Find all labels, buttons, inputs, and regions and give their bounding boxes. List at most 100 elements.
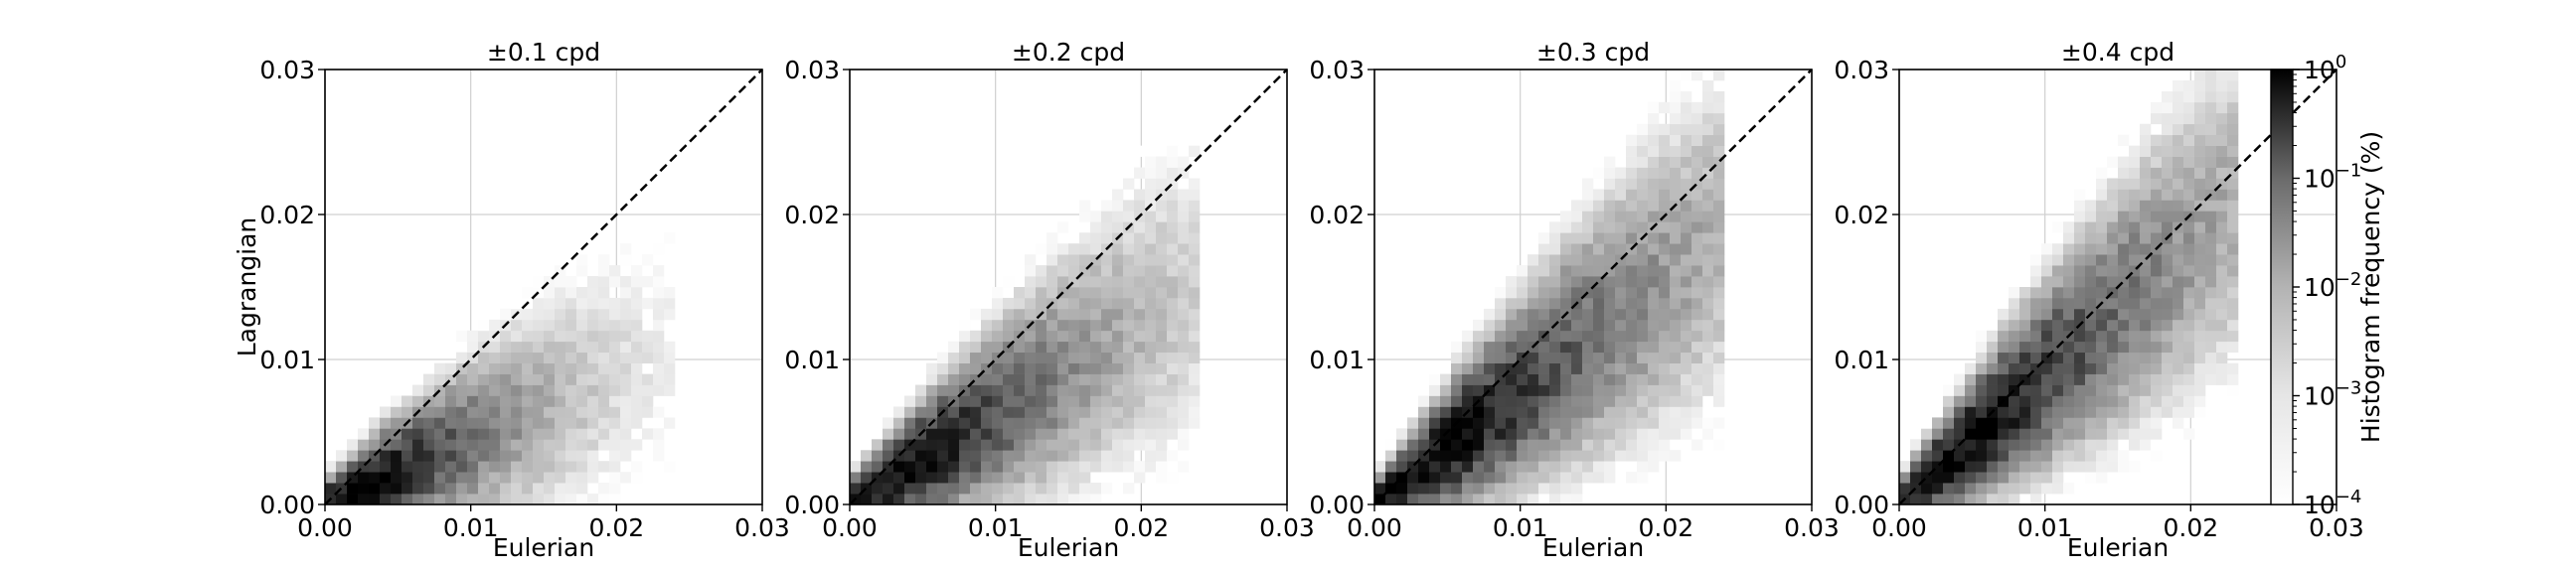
heatmap-cell bbox=[2085, 243, 2097, 255]
heatmap-cell bbox=[1167, 395, 1179, 407]
heatmap-cell bbox=[336, 494, 348, 505]
colorbar-tick-base: 10 bbox=[2304, 382, 2335, 411]
heatmap-cell bbox=[533, 362, 545, 374]
heatmap-cell bbox=[1659, 145, 1671, 157]
heatmap-cell bbox=[1517, 265, 1529, 277]
heatmap-cell bbox=[1702, 373, 1714, 385]
heatmap-cell bbox=[1954, 472, 1966, 484]
heatmap-cell bbox=[1691, 211, 1703, 222]
heatmap-cell bbox=[1145, 450, 1157, 462]
heatmap-cell bbox=[620, 330, 632, 343]
heatmap-cell bbox=[1068, 417, 1080, 429]
heatmap-cell bbox=[1626, 395, 1638, 407]
heatmap-cell bbox=[2173, 362, 2184, 374]
heatmap-cell bbox=[1145, 167, 1157, 179]
heatmap-cell bbox=[1713, 384, 1725, 396]
heatmap-cell bbox=[2118, 330, 2130, 343]
heatmap-cell bbox=[926, 461, 938, 473]
heatmap-cell bbox=[2227, 178, 2239, 190]
heatmap-cell bbox=[1615, 221, 1627, 233]
heatmap-cell bbox=[1462, 384, 1474, 396]
heatmap-cell bbox=[1943, 461, 1955, 473]
heatmap-cell bbox=[2085, 472, 2097, 484]
heatmap-cell bbox=[1046, 395, 1058, 407]
heatmap-cell bbox=[1549, 461, 1561, 473]
heatmap-cell bbox=[347, 461, 359, 473]
y-tick-label: 0.02 bbox=[259, 201, 315, 229]
heatmap-cell bbox=[1506, 362, 1518, 374]
heatmap-cell bbox=[1571, 254, 1583, 266]
heatmap-cell bbox=[1932, 472, 1944, 484]
heatmap-cell bbox=[402, 461, 413, 473]
heatmap-cell bbox=[1604, 178, 1616, 190]
heatmap-cell bbox=[565, 341, 577, 354]
heatmap-cell bbox=[555, 483, 566, 495]
heatmap-cell bbox=[1046, 341, 1058, 354]
heatmap-cell bbox=[1167, 297, 1179, 310]
heatmap-cell bbox=[1691, 123, 1703, 136]
panel-title: ±0.3 cpd bbox=[1536, 38, 1650, 67]
heatmap-cell bbox=[2096, 395, 2108, 407]
heatmap-cell bbox=[1079, 330, 1091, 343]
heatmap-cell bbox=[1626, 450, 1638, 462]
heatmap-cell bbox=[1648, 276, 1660, 288]
heatmap-cell bbox=[2052, 450, 2064, 462]
heatmap-cell bbox=[555, 406, 566, 418]
heatmap-cell bbox=[1090, 276, 1102, 288]
heatmap-cell bbox=[1046, 287, 1058, 299]
heatmap-cell bbox=[1101, 483, 1113, 495]
heatmap-cell bbox=[883, 494, 894, 505]
heatmap-cell bbox=[2194, 373, 2206, 385]
heatmap-cell bbox=[631, 297, 643, 310]
heatmap-cell bbox=[576, 287, 588, 299]
heatmap-cell bbox=[1670, 308, 1682, 321]
heatmap-cell bbox=[369, 461, 381, 473]
heatmap-cell bbox=[1079, 461, 1091, 473]
heatmap-cell bbox=[653, 362, 665, 374]
heatmap-cell bbox=[1637, 254, 1649, 266]
heatmap-cell bbox=[1691, 362, 1703, 374]
heatmap-cell bbox=[2096, 200, 2108, 212]
heatmap-cell bbox=[915, 406, 927, 418]
heatmap-cell bbox=[1068, 483, 1080, 495]
heatmap-cell bbox=[544, 352, 556, 363]
heatmap-cell bbox=[434, 417, 446, 429]
heatmap-cell bbox=[1189, 276, 1201, 288]
heatmap-cell bbox=[1582, 395, 1594, 407]
heatmap-cell bbox=[1407, 428, 1419, 440]
heatmap-cell bbox=[1626, 406, 1638, 418]
heatmap-cell bbox=[1090, 352, 1102, 363]
heatmap-cell bbox=[2052, 406, 2064, 418]
heatmap-cell bbox=[937, 494, 949, 505]
heatmap-cell bbox=[970, 417, 982, 429]
heatmap-cell bbox=[1189, 319, 1201, 332]
heatmap-cell bbox=[2205, 79, 2217, 92]
heatmap-cell bbox=[1648, 112, 1660, 125]
heatmap-cell bbox=[1123, 254, 1135, 266]
heatmap-cell bbox=[1593, 450, 1605, 462]
heatmap-cell bbox=[992, 439, 1004, 451]
heatmap-cell bbox=[1189, 352, 1201, 363]
heatmap-cell bbox=[2118, 134, 2130, 146]
heatmap-cell bbox=[1167, 341, 1179, 354]
heatmap-cell bbox=[2041, 483, 2053, 495]
heatmap-cell bbox=[358, 494, 370, 505]
heatmap-cell bbox=[2074, 276, 2086, 288]
heatmap-cell bbox=[2194, 276, 2206, 288]
heatmap-cell bbox=[533, 352, 545, 363]
heatmap-cell bbox=[959, 417, 971, 429]
heatmap-cell bbox=[609, 384, 621, 396]
heatmap-cell bbox=[2118, 221, 2130, 233]
heatmap-cell bbox=[1593, 211, 1605, 222]
heatmap-cell bbox=[2030, 417, 2042, 429]
colorbar-tick-exponent: −3 bbox=[2335, 378, 2362, 399]
heatmap-cell bbox=[544, 287, 556, 299]
heatmap-cell bbox=[620, 439, 632, 451]
heatmap-cell bbox=[992, 494, 1004, 505]
heatmap-cell bbox=[555, 276, 566, 288]
heatmap-cell bbox=[1440, 461, 1452, 473]
heatmap-cell bbox=[1691, 395, 1703, 407]
heatmap-cell bbox=[522, 319, 534, 332]
heatmap-cell bbox=[1079, 395, 1091, 407]
heatmap-cell bbox=[1079, 308, 1091, 321]
